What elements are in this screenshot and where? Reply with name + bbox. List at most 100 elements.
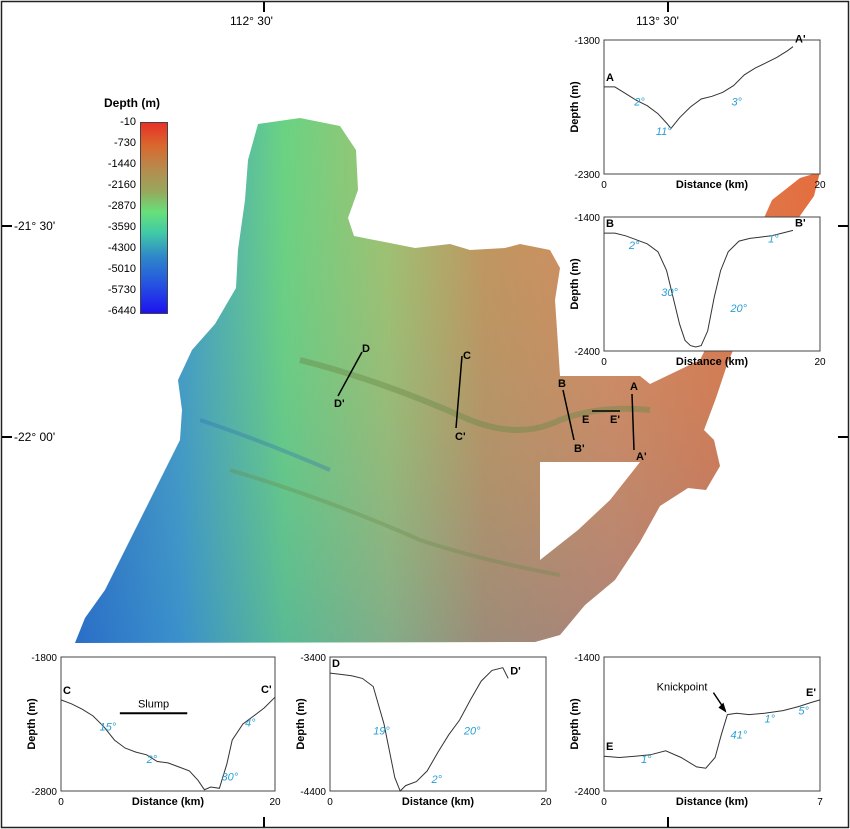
profile-e-ytick-top: -1400 — [574, 653, 600, 664]
profile-d-xlabel: Distance (km) — [402, 796, 474, 808]
profile-e-line — [603, 699, 821, 769]
profile-b-slope-0: 2° — [628, 240, 640, 252]
map-label-c: C — [463, 350, 471, 362]
profile-d-start-label: D — [332, 658, 340, 670]
profile-e-ytick-bottom: -2400 — [574, 787, 600, 798]
profile-e-slope-1: 41° — [731, 730, 748, 742]
legend-tick: -4300 — [107, 242, 136, 254]
profile-a-xtick-start: 0 — [601, 180, 607, 191]
profile-d-frame — [329, 656, 547, 792]
profile-e-knickpoint-label: Knickpoint — [657, 682, 708, 694]
profile-b-line — [604, 229, 794, 348]
profile-c-xtick-end: 20 — [269, 797, 281, 808]
profile-c-slope-2: 30° — [222, 771, 239, 783]
profile-c-ylabel: Depth (m) — [26, 698, 38, 750]
legend-tick: -5010 — [107, 263, 136, 275]
map-label-d-prime: D' — [334, 398, 345, 410]
data-gap — [540, 462, 640, 560]
profile-c-ytick-top: -1800 — [31, 653, 57, 664]
profile-e-xtick-end: 7 — [817, 797, 823, 808]
profile-a-slope-1: 11° — [656, 126, 672, 138]
longitude-label-1: 112° 30' — [230, 14, 273, 28]
profile-b-frame — [603, 216, 821, 352]
legend-tick: -2870 — [107, 200, 136, 212]
map-label-c-prime: C' — [455, 431, 466, 443]
profile-e-xlabel: Distance (km) — [676, 796, 748, 808]
profile-c-xtick-start: 0 — [58, 797, 64, 808]
profile-b-xlabel: Distance (km) — [676, 356, 748, 368]
profile-b-ylabel: Depth (m) — [569, 258, 581, 310]
legend-tick: -3590 — [107, 221, 136, 233]
profile-a-slope-2: 3° — [731, 97, 742, 109]
profile-b-slope-2: 20° — [729, 303, 747, 315]
profile-a-slope-0: 2° — [633, 97, 645, 109]
depth-legend: Depth (m) -10 -730 -1440 -2160 -2870 -35… — [100, 96, 170, 326]
legend-tick: -6440 — [107, 305, 136, 317]
profile-c-slope-1: 2° — [146, 754, 158, 766]
profile-b-slope-1: 30° — [661, 287, 678, 299]
section-line-d — [337, 351, 363, 397]
latitude-label-2: -22° 00' — [14, 430, 56, 444]
map-label-b: B — [558, 378, 566, 390]
profile-a-ytick-top: -1300 — [574, 36, 600, 47]
profile-e-xtick-start: 0 — [601, 797, 607, 808]
legend-tick: -1440 — [107, 158, 136, 170]
profile-a-xtick-end: 20 — [814, 180, 826, 191]
profile-e-start-label: E — [606, 741, 613, 753]
map-label-d: D — [362, 343, 370, 355]
profile-c-slope-0: 15° — [100, 722, 117, 734]
profile-a-xlabel: Distance (km) — [676, 179, 748, 191]
profile-e-end-label: E' — [806, 687, 816, 699]
profile-d-slope-0: 19° — [373, 726, 390, 738]
latitude-label-1: -21° 30' — [14, 219, 56, 233]
profile-c-end-label: C' — [261, 684, 272, 696]
profile-b-ytick-top: -1400 — [574, 213, 600, 224]
section-line-c — [455, 355, 463, 429]
legend-tick: -730 — [113, 137, 136, 149]
profile-e-slope-0: 1° — [641, 754, 652, 766]
profile-a-start-label: A — [606, 72, 614, 84]
profile-c-slope-3: 4° — [245, 718, 256, 730]
profile-e-slope-2: 1° — [764, 714, 775, 726]
profile-d-ytick-bottom: -4400 — [300, 787, 326, 798]
profile-d-line — [329, 667, 509, 792]
map-label-b-prime: B' — [574, 443, 585, 455]
profile-c-line — [60, 696, 276, 791]
profile-d-ytick-top: -3400 — [300, 653, 326, 664]
profile-b-start-label: B — [606, 218, 614, 230]
profile-a-ytick-bottom: -2300 — [574, 170, 600, 181]
map-label-a: A — [630, 381, 638, 393]
profile-c-frame — [60, 656, 276, 792]
map-label-e-prime: E' — [610, 414, 620, 426]
profile-e-ylabel: Depth (m) — [569, 698, 581, 750]
profile-c-ytick-bottom: -2800 — [31, 787, 57, 798]
profile-b-xtick-end: 20 — [814, 357, 826, 368]
profile-c-slump-label: Slump — [138, 698, 169, 710]
longitude-label-2: 113° 30' — [636, 14, 679, 28]
legend-tick: -2160 — [107, 179, 136, 191]
profile-d-end-label: D' — [510, 665, 521, 677]
profile-a-frame — [603, 39, 821, 175]
legend-colorbar — [140, 122, 168, 314]
profile-e-knickpoint-arrowhead — [718, 702, 727, 713]
profile-a-ylabel: Depth (m) — [569, 81, 581, 133]
profile-c-start-label: C — [63, 685, 71, 697]
profile-e-slope-3: 5° — [798, 706, 809, 718]
legend-title: Depth (m) — [104, 96, 160, 110]
legend-tick: -10 — [120, 116, 136, 128]
profile-b-slope-3: 1° — [768, 233, 779, 245]
profile-d-ylabel: Depth (m) — [295, 698, 307, 750]
profile-c-xlabel: Distance (km) — [132, 796, 204, 808]
map-label-a-prime: A' — [636, 451, 647, 463]
profile-e-frame — [603, 656, 821, 792]
section-line-b — [562, 389, 575, 441]
section-line-a — [631, 393, 635, 451]
map-label-e: E — [582, 414, 589, 426]
profile-d-slope-1: 2° — [431, 774, 443, 786]
legend-tick: -5730 — [107, 284, 136, 296]
profile-d-xtick-start: 0 — [327, 797, 333, 808]
profile-d-slope-2: 20° — [463, 726, 481, 738]
